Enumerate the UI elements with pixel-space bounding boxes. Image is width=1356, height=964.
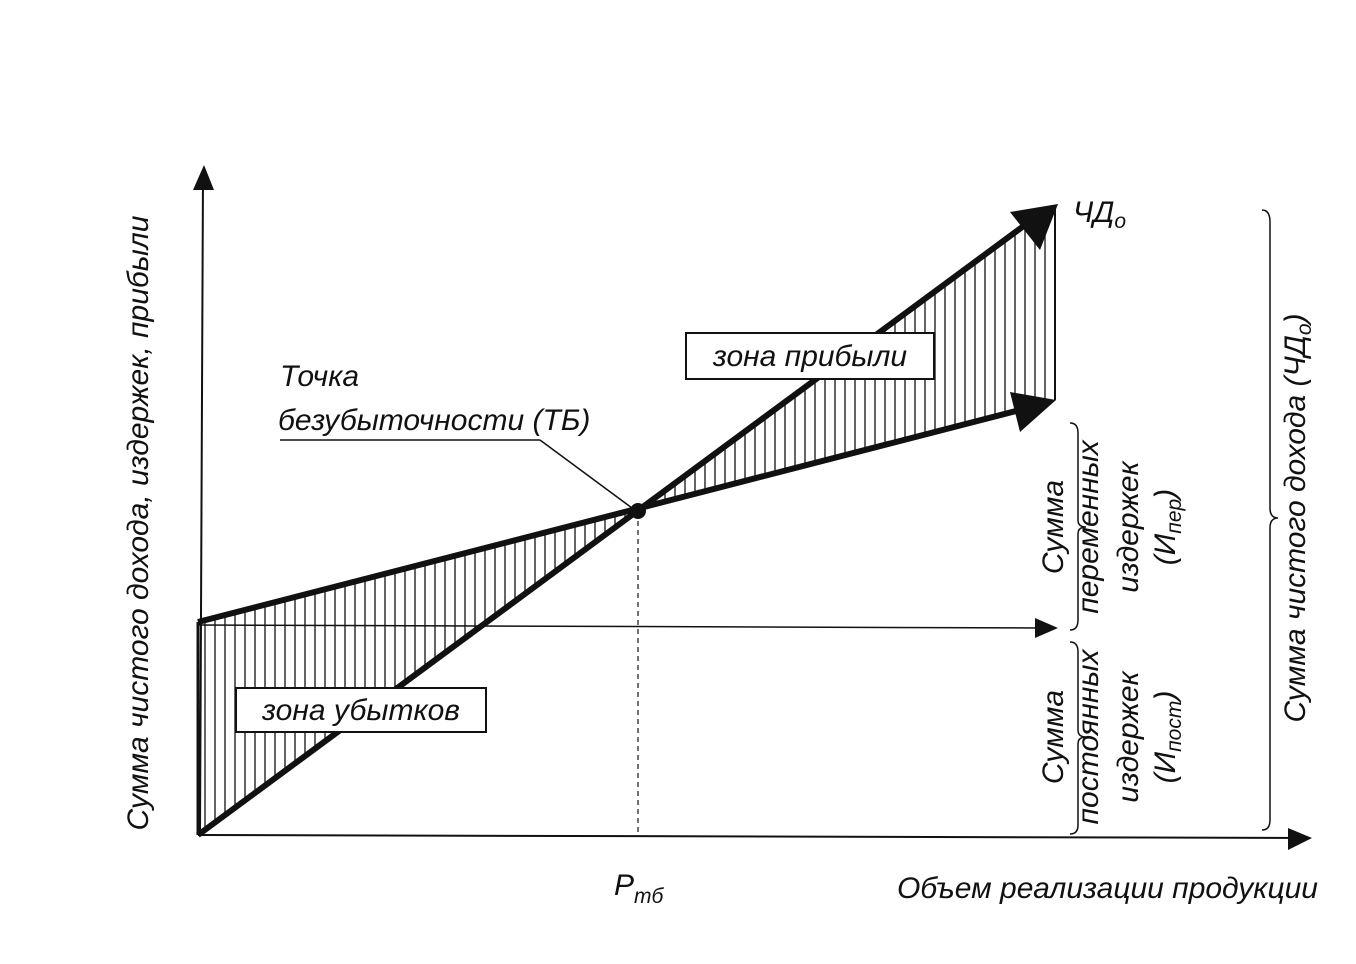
s: пост: [1163, 701, 1186, 752]
y-axis-label: Сумма чистого дохода, издержек, прибыли: [122, 215, 155, 830]
s: (И: [1149, 533, 1182, 565]
profit-box: [685, 332, 935, 380]
variable-bracket: [1069, 422, 1087, 631]
fixed-bracket: [1069, 641, 1087, 835]
label-main: ЧД: [1073, 196, 1114, 229]
shapes: [193, 165, 1312, 850]
symbol: (Ипер): [1149, 489, 1186, 565]
loss-zone-label: зона убытков: [261, 694, 460, 727]
profit-zone-label: зона прибыли: [712, 340, 908, 373]
leader: [539, 439, 633, 509]
revenue-bracket: [1261, 209, 1279, 831]
s: ): [1279, 313, 1312, 326]
label-main: Р: [614, 869, 634, 902]
line: постоянных: [1072, 649, 1105, 825]
revenue-line: [196, 222, 1027, 838]
line: издержек: [1112, 459, 1145, 592]
revenue-arrow: [1010, 204, 1058, 250]
x-axis: [197, 834, 1311, 839]
break-even-label: Точка: [280, 360, 359, 393]
label-sub: тб: [634, 885, 664, 908]
line: Сумма: [1037, 690, 1070, 784]
revenue-label: ЧДо: [1073, 196, 1126, 233]
break-even-label: безубыточности (ТБ): [278, 404, 590, 437]
y-arrow: [193, 165, 214, 190]
cost-arrow: [1010, 392, 1056, 432]
fixed-cost-line: [197, 624, 1041, 629]
break-even-dot: [630, 503, 646, 519]
line: Сумма: [1037, 480, 1070, 574]
x-arrow: [1288, 828, 1312, 850]
s: о: [1293, 323, 1316, 335]
s: (И: [1149, 751, 1182, 783]
line: переменных: [1072, 439, 1105, 614]
s: Сумма чистого дохода (ЧД: [1279, 335, 1312, 722]
variable-costs-label: Сумма переменных издержек (Ипер): [1037, 439, 1186, 614]
net-revenue-label: Сумма чистого дохода (ЧДо): [1279, 313, 1316, 722]
break-even-volume: Ртб: [614, 869, 665, 908]
line: издержек: [1112, 669, 1145, 802]
fixed-arrow: [1035, 618, 1058, 638]
cost-line: [197, 407, 1021, 625]
s: ): [1149, 489, 1182, 502]
symbol: (Ипост): [1149, 691, 1186, 784]
s: ): [1149, 691, 1182, 704]
y-axis: [199, 174, 204, 836]
x-axis-label: Объем реализации продукции: [897, 872, 1318, 905]
loss-box: [235, 687, 487, 733]
fixed-costs-label: Сумма постоянных издержек (Ипост): [1037, 649, 1186, 825]
label-sub: о: [1114, 210, 1126, 233]
s: пер: [1163, 499, 1186, 534]
